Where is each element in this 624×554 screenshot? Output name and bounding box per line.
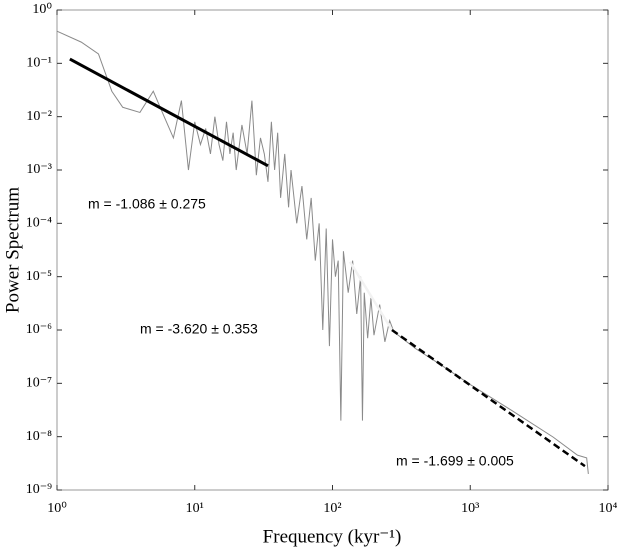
x-tick-label: 10¹ <box>186 501 204 516</box>
y-tick-label: 10⁻⁵ <box>26 269 52 284</box>
y-tick-label: 10⁻⁶ <box>26 322 52 337</box>
y-tick-label: 10⁻² <box>26 109 52 124</box>
y-tick-label: 10⁻⁹ <box>26 482 52 497</box>
slope-annotation: m = -1.699 ± 0.005 <box>396 453 514 469</box>
fit-line <box>391 328 586 468</box>
y-axis-label: Power Spectrum <box>2 187 23 313</box>
slope-annotation: m = -1.086 ± 0.275 <box>88 196 206 212</box>
y-tick-label: 10⁻⁴ <box>26 216 52 231</box>
y-tick-label: 10⁻¹ <box>26 56 52 71</box>
x-tick-label: 10⁰ <box>47 501 67 516</box>
spectrum-line <box>56 30 589 475</box>
y-tick-label: 10⁻⁷ <box>26 376 52 391</box>
y-tick-label: 10⁰ <box>32 2 52 17</box>
x-tick-label: 10⁴ <box>599 501 618 516</box>
fit-line <box>69 57 269 168</box>
x-axis-label: Frequency (kyr⁻¹) <box>263 526 402 547</box>
y-tick-label: 10⁻⁸ <box>26 429 52 444</box>
x-tick-label: 10³ <box>461 501 479 516</box>
fit-line <box>348 261 393 331</box>
x-tick-label: 10² <box>323 501 341 516</box>
slope-annotation: m = -3.620 ± 0.353 <box>140 321 258 337</box>
y-tick-label: 10⁻³ <box>26 162 52 177</box>
